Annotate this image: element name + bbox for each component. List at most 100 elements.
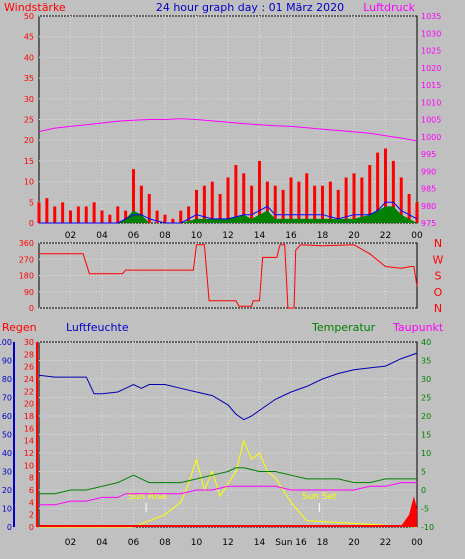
x-tick-label: 14 bbox=[254, 231, 266, 241]
humidity-line bbox=[38, 352, 418, 421]
y3-tick-label: 10 bbox=[421, 449, 431, 458]
dewpoint-axis-title: Taupunkt bbox=[392, 321, 444, 334]
humidity-axis-title: Luftfeuchte bbox=[66, 321, 129, 334]
y-tick-label: 50 bbox=[24, 12, 34, 21]
y2-tick-label: 14 bbox=[24, 437, 34, 446]
x-tick-label: 12 bbox=[222, 538, 233, 548]
y3-tick-label: 5 bbox=[421, 468, 426, 477]
y2-tick-label: 2 bbox=[29, 511, 34, 520]
y-tick-label: 50 bbox=[2, 431, 12, 440]
y-tick-label: 100 bbox=[0, 338, 12, 347]
y2-tick-label: 1035 bbox=[421, 12, 441, 21]
grid-layer bbox=[39, 15, 417, 528]
y3-tick-label: 30 bbox=[421, 375, 431, 384]
pressure-line bbox=[38, 118, 418, 142]
x-tick-label: 08 bbox=[159, 231, 171, 241]
series-layer bbox=[37, 118, 419, 528]
y-tick-label: 270 bbox=[19, 255, 34, 264]
y-tick-label: 180 bbox=[19, 272, 34, 281]
y2-tick-label: 26 bbox=[24, 363, 34, 372]
y2-tick-label: 6 bbox=[29, 486, 34, 495]
x-tick-label: 02 bbox=[65, 231, 76, 241]
y2-tick-label: 10 bbox=[24, 461, 34, 470]
y-tick-label: 0 bbox=[29, 304, 34, 313]
y2-tick-label: 0 bbox=[29, 523, 34, 532]
gust-area bbox=[39, 206, 417, 223]
x-tick-label: 16 bbox=[285, 231, 297, 241]
sunrise-label: Sun Rise bbox=[128, 492, 167, 502]
y-tick-label: 60 bbox=[2, 412, 12, 421]
y-tick-label: 90 bbox=[2, 357, 12, 366]
y2-tick-label: 1000 bbox=[421, 133, 441, 142]
direction-label: N bbox=[434, 237, 442, 250]
y-tick-label: 20 bbox=[2, 486, 12, 495]
x-tick-label: 12 bbox=[222, 231, 233, 241]
sunset-label: Sun Set bbox=[302, 492, 337, 502]
y-tick-label: 70 bbox=[2, 394, 12, 403]
y3-tick-label: 20 bbox=[421, 412, 431, 421]
x-tick-label: 04 bbox=[96, 231, 108, 241]
y2-tick-label: 1020 bbox=[421, 64, 441, 73]
y-tick-label: 90 bbox=[24, 288, 34, 297]
dewpoint-line bbox=[39, 482, 417, 506]
y-tick-label: 40 bbox=[24, 53, 34, 62]
wind-axis-title: Windstärke bbox=[4, 1, 66, 14]
y-tick-label: 25 bbox=[24, 116, 34, 125]
y2-tick-label: 24 bbox=[24, 375, 34, 384]
y2-tick-label: 12 bbox=[24, 449, 34, 458]
x-tick-label: 22 bbox=[380, 538, 391, 548]
y2-tick-label: 985 bbox=[421, 185, 436, 194]
x-tick-label: 10 bbox=[191, 231, 203, 241]
y2-tick-label: 18 bbox=[24, 412, 34, 421]
direction-label: O bbox=[434, 286, 443, 299]
y-tick-label: 20 bbox=[24, 136, 34, 145]
y2-tick-label: 30 bbox=[24, 338, 34, 347]
y2-tick-label: 1005 bbox=[421, 116, 441, 125]
x-tick-label: 22 bbox=[380, 231, 391, 241]
x-tick-label: 08 bbox=[159, 538, 171, 548]
temperature-line bbox=[39, 467, 417, 495]
direction-label: N bbox=[434, 302, 442, 315]
y2-tick-label: 8 bbox=[29, 474, 34, 483]
direction-label: W bbox=[433, 253, 444, 266]
x-tick-label: 06 bbox=[128, 231, 140, 241]
x-tick-label: 18 bbox=[317, 231, 329, 241]
y2-tick-label: 995 bbox=[421, 150, 436, 159]
y-tick-label: 30 bbox=[2, 468, 12, 477]
y3-tick-label: 25 bbox=[421, 394, 431, 403]
wind-direction-line bbox=[39, 244, 418, 309]
y-tick-label: 45 bbox=[24, 33, 34, 42]
y-tick-label: 35 bbox=[24, 74, 34, 83]
y2-tick-label: 22 bbox=[24, 387, 34, 396]
y2-tick-label: 1025 bbox=[421, 47, 441, 56]
y-tick-label: 40 bbox=[2, 449, 12, 458]
y2-tick-label: 1010 bbox=[421, 98, 441, 107]
y2-tick-label: 1030 bbox=[421, 29, 441, 38]
y-tick-label: 0 bbox=[29, 219, 34, 228]
y3-tick-label: 0 bbox=[421, 486, 426, 495]
y-tick-label: 10 bbox=[2, 505, 12, 514]
y2-tick-label: 1015 bbox=[421, 81, 441, 90]
y3-tick-label: 15 bbox=[421, 431, 431, 440]
y3-tick-label: 35 bbox=[421, 357, 431, 366]
y2-tick-label: 990 bbox=[421, 167, 436, 176]
graph-title: 24 hour graph day : 01 März 2020 bbox=[156, 1, 344, 14]
x-tick-label: 10 bbox=[191, 538, 203, 548]
y-tick-label: 80 bbox=[2, 375, 12, 384]
x-tick-label: Sun 16 bbox=[275, 538, 307, 548]
y-tick-label: 10 bbox=[24, 178, 34, 187]
y-tick-label: 30 bbox=[24, 95, 34, 104]
y2-tick-label: 20 bbox=[24, 400, 34, 409]
direction-label: S bbox=[435, 270, 442, 283]
y2-tick-label: 980 bbox=[421, 202, 436, 211]
y2-tick-label: 975 bbox=[421, 219, 436, 228]
x-tick-label: 02 bbox=[65, 538, 76, 548]
x-tick-label: 14 bbox=[254, 538, 266, 548]
x-tick-label: 06 bbox=[128, 538, 140, 548]
wind-average-line bbox=[39, 201, 418, 224]
y3-tick-label: -10 bbox=[421, 523, 434, 532]
temperature-axis-title: Temperatur bbox=[311, 321, 376, 334]
